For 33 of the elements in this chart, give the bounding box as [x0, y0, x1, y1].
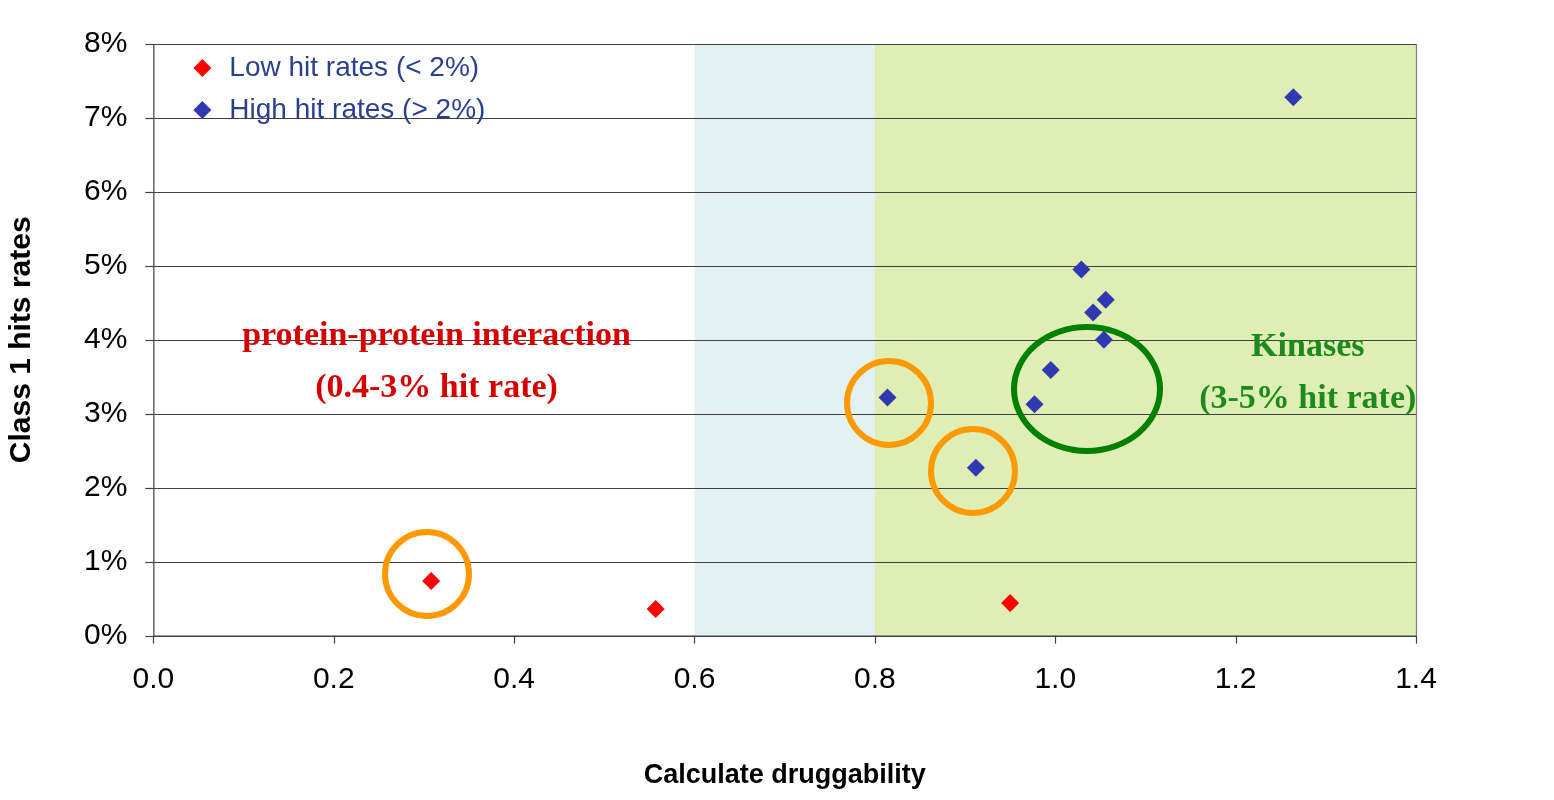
x-tick-label: 0.4	[493, 660, 535, 694]
point	[646, 599, 665, 618]
point	[1001, 594, 1020, 613]
point	[1284, 88, 1303, 107]
legend-label: High hit rates (> 2%)	[229, 92, 486, 124]
point	[1084, 303, 1103, 322]
y-tick-label: 1%	[84, 542, 128, 576]
point	[1094, 330, 1113, 349]
point	[878, 388, 897, 407]
y-tick-label: 3%	[84, 395, 128, 429]
y-axis-title: Class 1 hits rates	[3, 216, 37, 464]
x-axis-title: Calculate druggability	[643, 759, 926, 790]
point	[1041, 361, 1060, 380]
point	[966, 458, 985, 477]
point	[1096, 290, 1115, 309]
x-tick-label: 0.8	[854, 660, 896, 694]
y-tick-label: 7%	[84, 99, 128, 133]
x-tick-label: 1.4	[1395, 660, 1437, 694]
x-tick-label: 0.6	[673, 660, 716, 694]
y-tick-label: 4%	[84, 321, 128, 355]
point	[1072, 260, 1091, 279]
point	[422, 571, 441, 590]
x-tick-label: 0.0	[132, 660, 175, 694]
legend-label: Low hit rates (< 2%)	[229, 50, 480, 82]
y-tick-label: 8%	[84, 25, 128, 59]
x-tick-label: 1.0	[1034, 660, 1077, 694]
x-tick-label: 0.2	[312, 660, 355, 694]
x-tick-label: 1.2	[1214, 660, 1257, 694]
y-tick-label: 0%	[84, 616, 128, 650]
point	[1025, 395, 1044, 414]
y-tick-label: 2%	[84, 468, 128, 502]
y-tick-label: 6%	[84, 173, 128, 207]
y-tick-label: 5%	[84, 247, 128, 281]
